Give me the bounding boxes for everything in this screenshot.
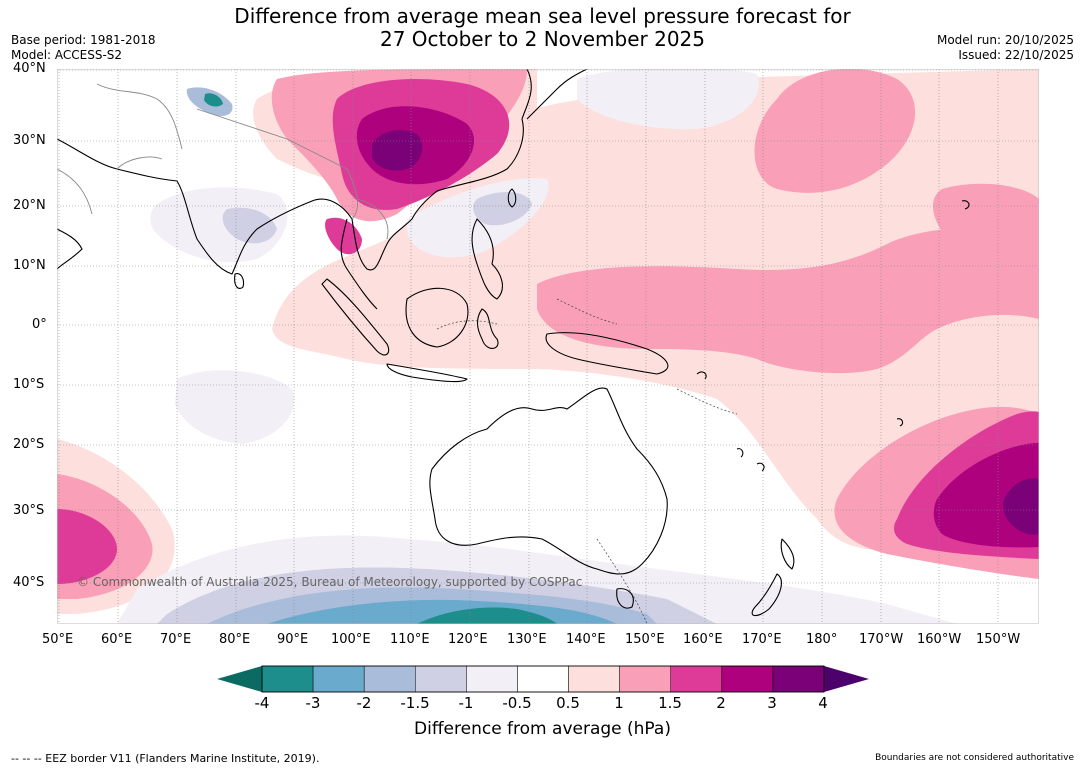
coast-nz-south: [751, 573, 782, 617]
colorbar-segment: [312, 665, 365, 693]
anomaly-region-1.5-southwest: [57, 509, 117, 584]
colorbar-segment: [363, 665, 416, 693]
pressure-anomaly-map: © Commonwealth of Australia 2025, Bureau…: [57, 69, 1039, 624]
lat-label: 20°N: [13, 198, 46, 213]
lon-label: 130°E: [507, 632, 547, 647]
coast-taiwan: [507, 188, 517, 208]
anomaly-region-1-hawaii: [932, 183, 1039, 270]
colorbar-tick: -1: [458, 694, 474, 712]
lon-label: 150°W: [976, 632, 1021, 647]
lon-label: 80°E: [219, 632, 251, 647]
lat-label: 40°S: [13, 575, 45, 590]
lon-label: 170°W: [859, 632, 904, 647]
title-line-2: 27 October to 2 November 2025: [379, 27, 706, 51]
colorbar-tick: 3: [767, 694, 777, 712]
colorbar-segment: [619, 665, 671, 693]
colorbar-tick: 1: [614, 694, 624, 712]
coast-japan: [526, 69, 588, 120]
disclaimer: Boundaries are not considered authoritat…: [875, 753, 1074, 763]
coast-indochina: [351, 69, 532, 271]
colorbar-segment: [721, 665, 774, 693]
lat-label: 0°: [32, 317, 47, 332]
colorbar-segment: [415, 665, 467, 693]
colorbar-tick: -4: [254, 694, 270, 712]
coast-malay: [340, 218, 378, 310]
coast-sumatra: [321, 278, 390, 356]
copyright-notice: © Commonwealth of Australia 2025, Bureau…: [77, 575, 582, 589]
base-period: Base period: 1981-2018: [11, 33, 156, 47]
colorbar-tick: -0.5: [502, 694, 532, 712]
colorbar-overflow: [824, 666, 869, 692]
anomaly-region-1-northpacific: [754, 69, 915, 193]
anomaly-region-1-pacific: [537, 227, 1039, 374]
lat-label: 10°S: [13, 377, 45, 392]
lon-label: 140°E: [566, 632, 606, 647]
lat-label: 30°N: [13, 133, 46, 148]
anomaly-region-neg3-southern: [417, 607, 557, 624]
colorbar-tick: 2: [716, 694, 726, 712]
lon-label: 50°E: [42, 632, 74, 647]
colorbar-segment: [772, 665, 825, 693]
title-line-1: Difference from average mean sea level p…: [234, 4, 851, 28]
lat-label: 20°S: [13, 437, 45, 452]
coast-nz-north: [780, 538, 795, 570]
anomaly-region-3-china: [372, 130, 423, 171]
colorbar-tick: 4: [818, 694, 828, 712]
colorbar-segment: [466, 665, 518, 693]
issued-date: Issued: 22/10/2025: [958, 48, 1074, 62]
anomaly-region-neg3-tibet: [204, 93, 223, 107]
lon-label: 150°E: [625, 632, 665, 647]
lon-label: 90°E: [277, 632, 309, 647]
colorbar-label: Difference from average (hPa): [414, 719, 671, 739]
colorbar-tick: -2: [356, 694, 372, 712]
anomaly-region-neg0.5-india: [150, 187, 288, 263]
colorbar-tick: 0.5: [556, 694, 580, 712]
colorbar-tick: 1.5: [658, 694, 682, 712]
colorbar-tick: -3: [305, 694, 321, 712]
lon-label: 180°: [806, 632, 838, 647]
boundaries: [57, 83, 389, 240]
coast-srilanka: [234, 273, 245, 290]
lon-label: 170°E: [742, 632, 782, 647]
anomaly-region-neg1-phil: [473, 192, 532, 226]
coast-java: [386, 363, 468, 383]
lat-label: 30°S: [13, 503, 45, 518]
model-run: Model run: 20/10/2025: [936, 33, 1074, 47]
coast-philippines: [471, 218, 503, 300]
lon-label: 60°E: [101, 632, 133, 647]
colorbar-tick: -1.5: [400, 694, 430, 712]
coast-pacific-islands: [696, 200, 970, 472]
lon-label: 100°E: [331, 632, 371, 647]
coast-australia: [429, 387, 668, 575]
colorbar-underflow: [217, 666, 262, 692]
colorbar-segment: [261, 665, 314, 693]
eez-legend: -- -- -- EEZ border V11 (Flanders Marine…: [11, 752, 320, 765]
lon-label: 160°W: [917, 632, 962, 647]
colorbar-segment: [568, 665, 620, 693]
anomaly-region-neg0.5-indianocean: [175, 370, 295, 444]
coast-africa-horn: [57, 228, 83, 270]
lon-label: 160°E: [683, 632, 723, 647]
anomaly-region-3-southpacific: [1003, 478, 1039, 535]
coast-tasmania: [616, 588, 634, 609]
model-name: Model: ACCESS-S2: [11, 48, 123, 62]
lon-label: 70°E: [160, 632, 192, 647]
lon-label: 120°E: [448, 632, 488, 647]
coast-newguinea: [545, 332, 669, 375]
lat-label: 10°N: [13, 258, 46, 273]
lon-label: 110°E: [390, 632, 430, 647]
anomaly-region-neg0.5-north: [577, 69, 759, 130]
lat-label: 40°N: [13, 61, 46, 76]
colorbar-segment: [670, 665, 723, 693]
colorbar: [217, 665, 869, 693]
map-grid: [57, 69, 1039, 624]
colorbar-segment: [517, 665, 569, 693]
coast-borneo: [405, 287, 469, 348]
eez-borders: [436, 298, 738, 624]
